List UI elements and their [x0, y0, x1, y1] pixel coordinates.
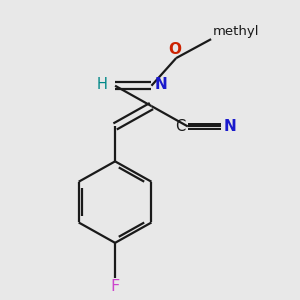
Text: H: H: [97, 77, 108, 92]
Text: C: C: [175, 119, 185, 134]
Text: F: F: [110, 279, 120, 294]
Text: methyl: methyl: [213, 25, 259, 38]
Text: O: O: [168, 42, 181, 57]
Text: N: N: [154, 77, 167, 92]
Text: N: N: [224, 119, 236, 134]
